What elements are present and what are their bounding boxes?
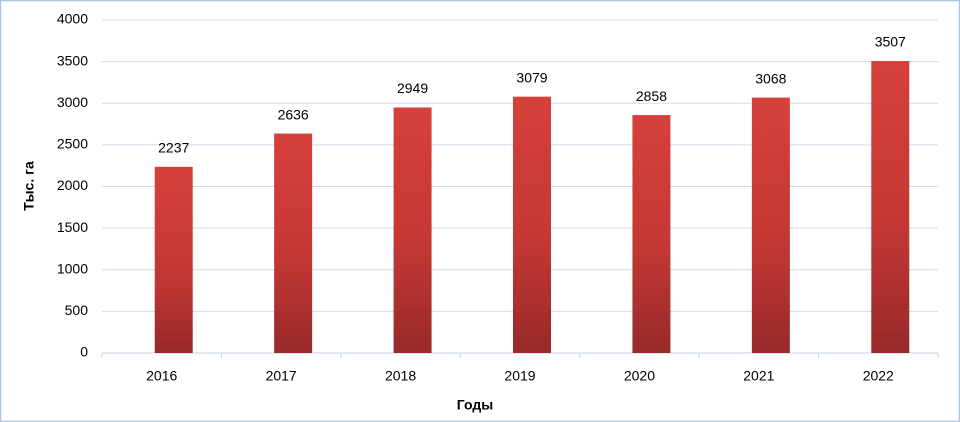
bar [751,97,790,354]
x-tick-label: 2016 [146,368,177,384]
data-label: 2237 [158,139,189,155]
data-label: 3507 [875,34,906,50]
data-label: 3068 [755,70,786,86]
x-tick-label: 2022 [863,368,894,384]
data-label: 3079 [516,69,547,85]
bar [274,133,313,353]
y-tick-label: 3500 [57,52,88,68]
data-label: 2858 [636,88,667,104]
bar [513,96,551,353]
y-tick-label: 500 [65,302,89,318]
bar [154,166,193,353]
x-tick-label: 2018 [385,368,416,384]
y-tick-label: 1000 [57,260,88,276]
x-tick-label: 2019 [504,368,535,384]
data-label: 2636 [278,106,309,122]
bar [871,61,910,354]
y-tick-label: 2000 [57,177,88,193]
y-tick-label: 1500 [57,219,88,235]
x-tick-label: 2017 [266,368,297,384]
y-tick-label: 0 [80,344,88,360]
y-tick-label: 3000 [57,94,88,110]
bar [632,115,671,353]
bar [393,107,432,353]
data-label: 2949 [397,80,428,96]
x-tick-label: 2020 [624,368,655,384]
x-axis-title: Годы [457,397,493,413]
y-axis-title: Тыс. га [21,161,37,211]
x-tick-label: 2021 [743,368,774,384]
y-tick-label: 4000 [57,11,88,27]
y-tick-label: 2500 [57,136,88,152]
